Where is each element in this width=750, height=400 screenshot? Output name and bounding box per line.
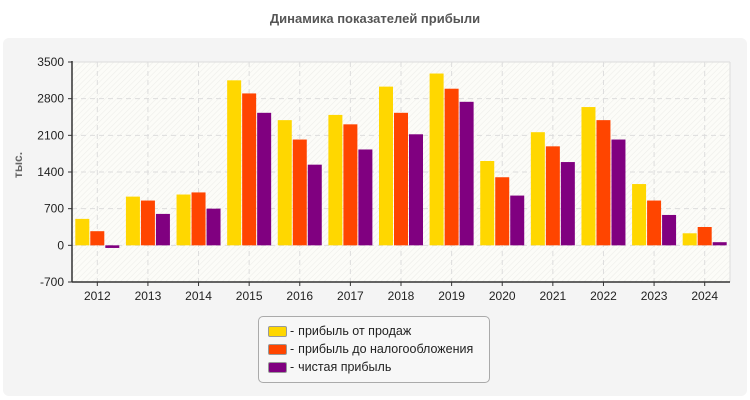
bar-3-2016 bbox=[307, 164, 322, 246]
x-tick-label: 2022 bbox=[590, 289, 617, 303]
bar-1-2012 bbox=[75, 218, 90, 246]
legend-separator: - bbox=[290, 360, 295, 374]
bar-1-2024 bbox=[682, 233, 697, 246]
bar-1-2016 bbox=[277, 120, 292, 246]
legend-swatch bbox=[268, 361, 287, 373]
bar-2-2023 bbox=[647, 200, 662, 246]
x-tick-label: 2015 bbox=[236, 289, 263, 303]
legend-item: - чистая прибыль bbox=[268, 358, 477, 376]
bar-3-2012 bbox=[105, 245, 120, 248]
bar-1-2018 bbox=[379, 86, 393, 246]
bar-1-2021 bbox=[530, 132, 545, 246]
x-tick-label: 2013 bbox=[135, 289, 162, 303]
y-axis-label: тыс. bbox=[11, 152, 25, 178]
y-tick-label: 2800 bbox=[37, 92, 64, 106]
bar-3-2013 bbox=[155, 213, 170, 246]
bar-1-2015 bbox=[227, 80, 242, 246]
y-tick-label: -700 bbox=[40, 275, 64, 289]
bar-2-2017 bbox=[343, 124, 358, 246]
bar-3-2019 bbox=[459, 101, 474, 246]
bar-3-2014 bbox=[206, 208, 221, 246]
bar-1-2013 bbox=[125, 196, 140, 246]
bar-3-2020 bbox=[510, 195, 525, 246]
bar-1-2019 bbox=[429, 73, 444, 246]
bar-1-2022 bbox=[581, 107, 596, 246]
x-tick-label: 2023 bbox=[641, 289, 668, 303]
bar-2-2020 bbox=[495, 177, 510, 246]
legend-separator: - bbox=[290, 342, 295, 356]
x-tick-label: 2024 bbox=[691, 289, 718, 303]
bar-3-2022 bbox=[611, 139, 626, 246]
bar-2-2018 bbox=[394, 112, 408, 246]
legend-swatch bbox=[268, 325, 287, 337]
bar-2-2013 bbox=[140, 200, 155, 246]
legend-separator: - bbox=[290, 324, 295, 338]
bar-3-2018 bbox=[409, 134, 423, 246]
bar-3-2017 bbox=[358, 149, 373, 246]
bar-2-2015 bbox=[242, 93, 257, 246]
legend-label: прибыль до налогообложения bbox=[298, 342, 474, 356]
bar-2-2012 bbox=[90, 231, 105, 246]
x-tick-label: 2020 bbox=[489, 289, 516, 303]
legend-swatch bbox=[268, 343, 287, 355]
bar-3-2015 bbox=[257, 112, 272, 246]
x-tick-label: 2017 bbox=[337, 289, 364, 303]
bar-1-2020 bbox=[480, 161, 495, 246]
bar-3-2023 bbox=[662, 214, 677, 246]
legend-item: - прибыль от продаж bbox=[268, 322, 477, 340]
y-tick-label: 0 bbox=[57, 238, 64, 252]
bar-1-2023 bbox=[632, 184, 647, 246]
x-tick-label: 2012 bbox=[84, 289, 111, 303]
bar-1-2017 bbox=[328, 114, 343, 246]
legend-label: прибыль от продаж bbox=[298, 324, 412, 338]
y-tick-label: 3500 bbox=[37, 55, 64, 69]
x-tick-label: 2014 bbox=[185, 289, 212, 303]
legend-label: чистая прибыль bbox=[298, 360, 392, 374]
x-tick-label: 2016 bbox=[286, 289, 313, 303]
bar-2-2019 bbox=[444, 88, 459, 246]
bar-3-2024 bbox=[712, 242, 727, 246]
y-tick-label: 1400 bbox=[37, 165, 64, 179]
bar-2-2022 bbox=[596, 120, 611, 246]
y-tick-label: 2100 bbox=[37, 128, 64, 142]
x-tick-label: 2021 bbox=[539, 289, 566, 303]
bar-2-2021 bbox=[545, 146, 560, 246]
chart-title: Динамика показателей прибыли bbox=[269, 11, 481, 26]
bar-2-2014 bbox=[191, 192, 206, 246]
legend-item: - прибыль до налогообложения bbox=[268, 340, 477, 358]
x-tick-label: 2018 bbox=[388, 289, 415, 303]
bar-2-2016 bbox=[292, 139, 307, 246]
legend: - прибыль от продаж - прибыль до налогообло… bbox=[258, 316, 490, 383]
y-tick-label: 700 bbox=[44, 202, 64, 216]
bar-1-2014 bbox=[176, 194, 191, 246]
bar-3-2021 bbox=[560, 162, 575, 246]
bar-2-2024 bbox=[697, 227, 712, 246]
x-tick-label: 2019 bbox=[438, 289, 465, 303]
